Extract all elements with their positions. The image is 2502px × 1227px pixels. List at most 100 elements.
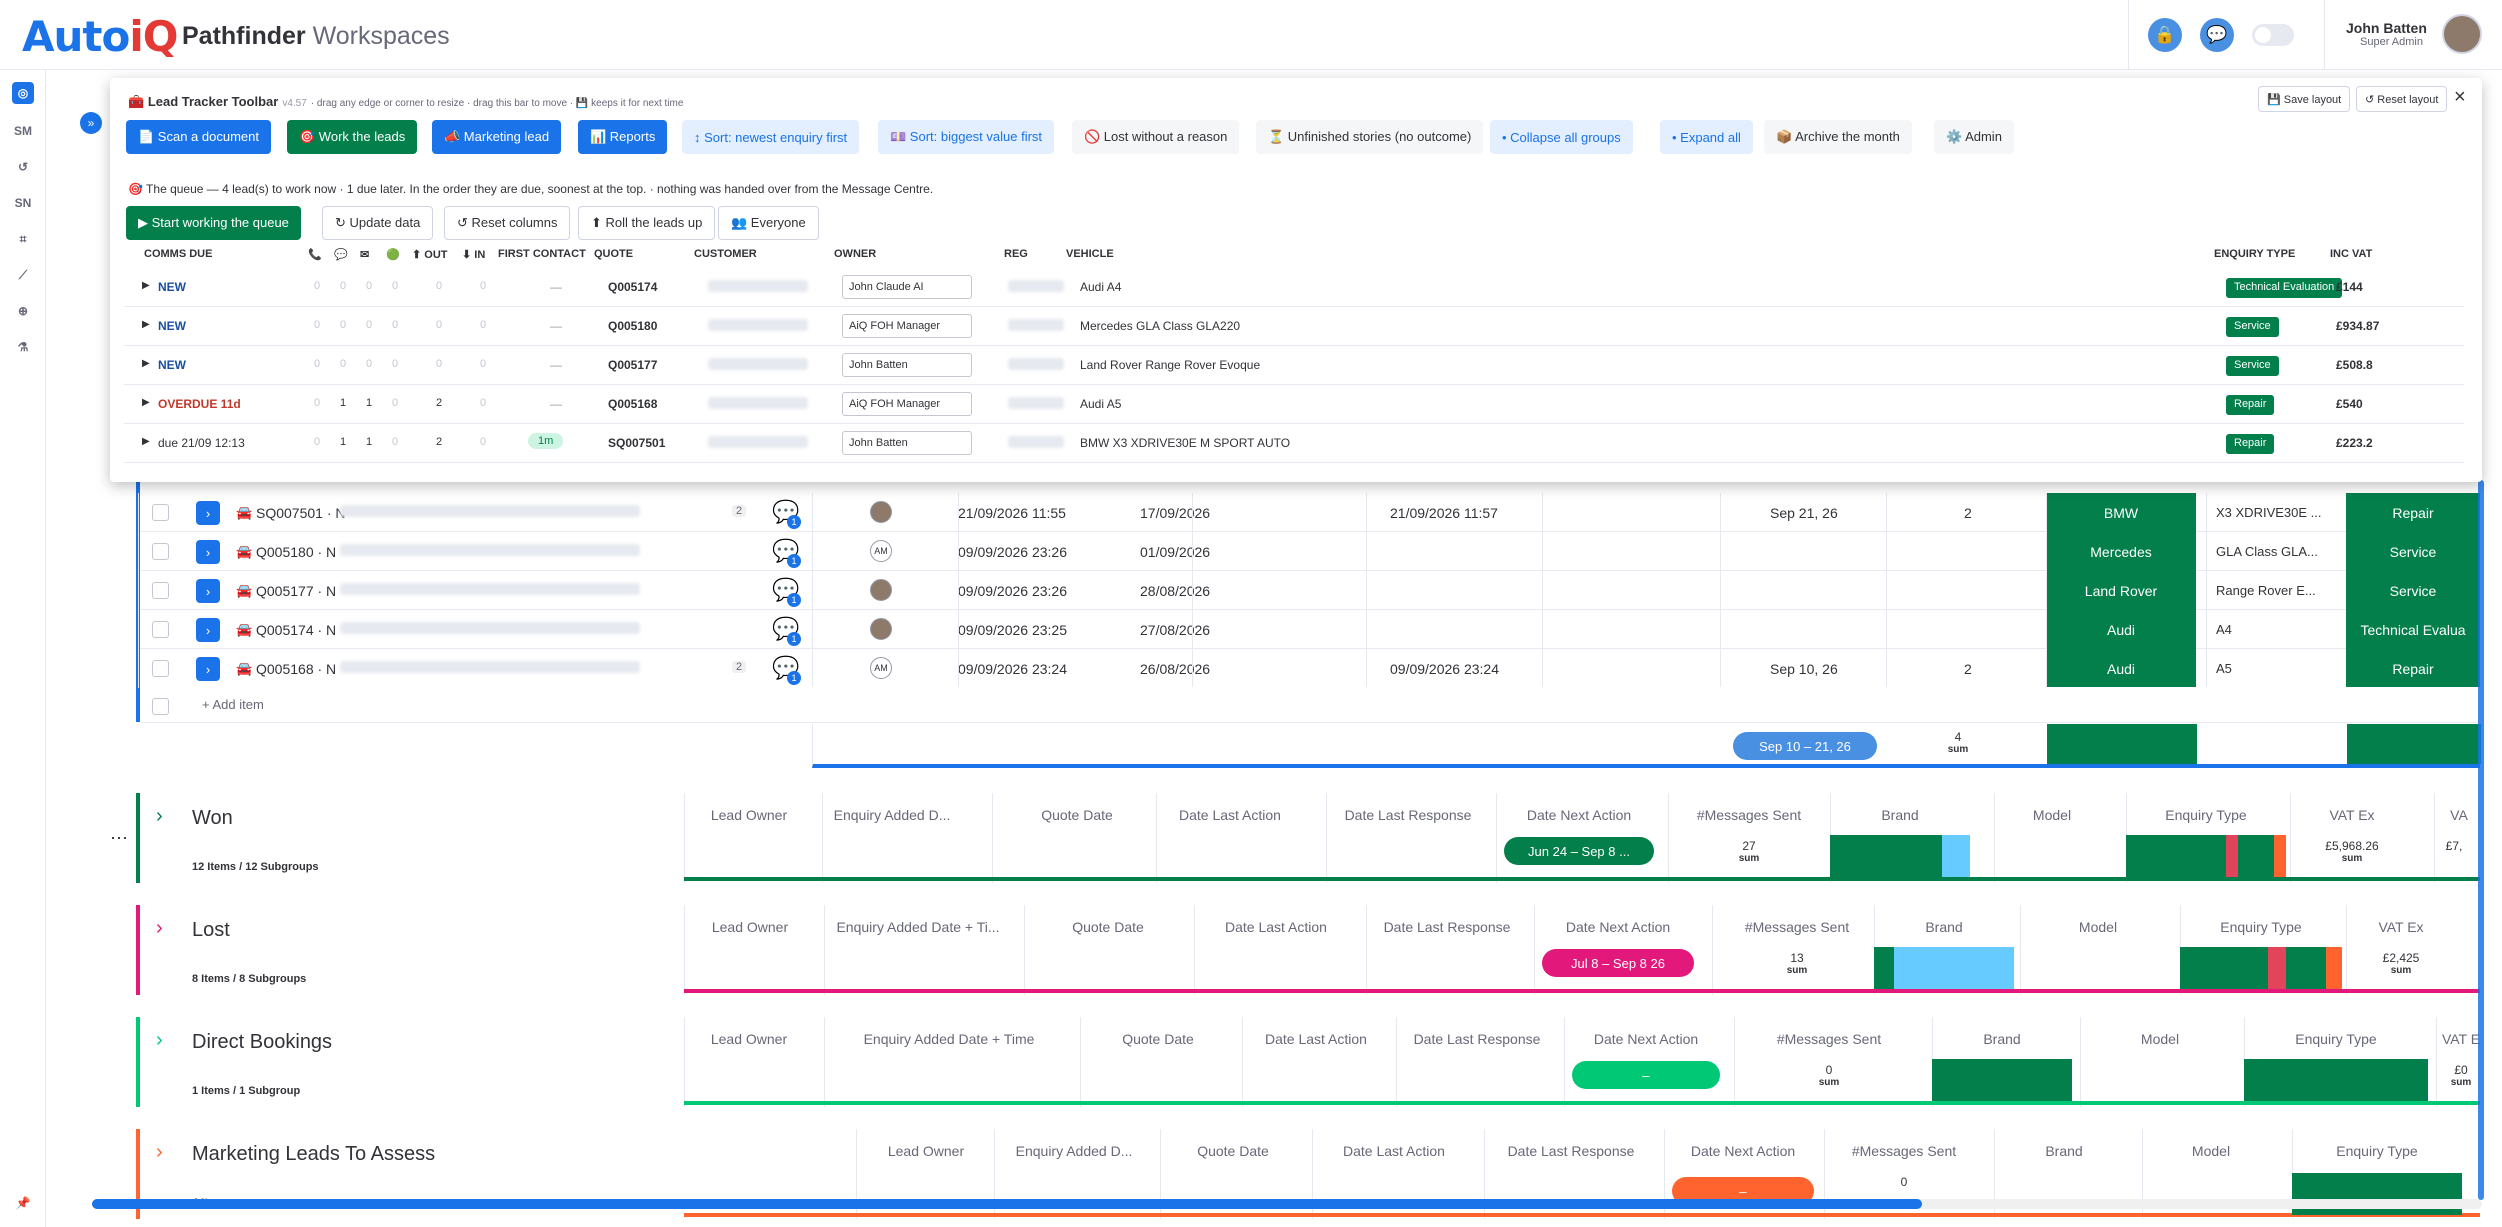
group-title[interactable]: Marketing Leads To Assess bbox=[192, 1143, 436, 1165]
column-header[interactable]: Date Last Response bbox=[1344, 807, 1472, 823]
table-row[interactable]: › 🚘 Q005177 · N 💬 1 09/09/2026 23:26 28/08/202… bbox=[140, 571, 2480, 610]
play-icon[interactable]: ▶ bbox=[142, 319, 150, 330]
group-won[interactable]: › Won 12 Items / 12 Subgroups Lead Owner Enq… bbox=[136, 793, 2480, 883]
toolbar-button-5[interactable]: 💷 Sort: biggest value first bbox=[878, 120, 1055, 154]
horizontal-scrollbar[interactable] bbox=[92, 1199, 2482, 1209]
queue-row[interactable]: ▶ NEW 0 0 0 0 0 0 — Q005174 John Claude AI Audi A4 T… bbox=[124, 268, 2464, 307]
toolbar-button-9[interactable]: • Expand all bbox=[1660, 120, 1753, 154]
owner-avatar[interactable]: AM bbox=[870, 540, 892, 562]
column-header[interactable]: Date Next Action bbox=[1565, 919, 1671, 935]
item-name[interactable]: Q005177 · N bbox=[256, 583, 337, 599]
autoiq-logo[interactable]: AutoiQ bbox=[22, 12, 178, 61]
column-header[interactable]: Enquiry Added Date + Ti... bbox=[836, 919, 1000, 935]
toolbar-button-3[interactable]: 📊 Reports bbox=[578, 120, 668, 154]
brand-distribution-bar[interactable] bbox=[1874, 947, 2014, 989]
more-options-icon[interactable]: ⋯ bbox=[110, 828, 128, 848]
column-header[interactable]: VAT Ex bbox=[2329, 807, 2375, 823]
history-icon[interactable]: ↺ bbox=[17, 160, 29, 174]
column-header[interactable]: VA bbox=[2450, 807, 2468, 823]
quote-id[interactable]: Q005180 bbox=[608, 319, 658, 333]
column-header[interactable]: Lead Owner bbox=[887, 1143, 965, 1159]
queue-action-0[interactable]: ▶ Start working the queue bbox=[126, 206, 301, 240]
globe-icon[interactable]: ⊕ bbox=[17, 304, 29, 318]
column-header[interactable]: VAT Ex bbox=[2378, 919, 2424, 935]
toolbar-title[interactable]: 🧰 Lead Tracker Toolbar v4.57 · drag any ed… bbox=[128, 94, 684, 109]
chevron-right-icon[interactable]: › bbox=[156, 805, 163, 827]
add-item-row[interactable]: + Add item bbox=[140, 687, 2480, 723]
owner-select[interactable]: AiQ FOH Manager bbox=[842, 392, 972, 416]
column-header[interactable]: Model bbox=[2191, 1143, 2231, 1159]
column-header[interactable]: Quote Date bbox=[1122, 1031, 1194, 1047]
column-header[interactable]: Brand bbox=[1881, 807, 1919, 823]
column-header[interactable]: Enquiry Type bbox=[2165, 807, 2247, 823]
chat-icon[interactable]: 💬 bbox=[2200, 18, 2234, 52]
column-header[interactable]: Date Next Action bbox=[1690, 1143, 1796, 1159]
column-header[interactable]: Model bbox=[2032, 807, 2072, 823]
toolbar-button-6[interactable]: 🚫 Lost without a reason bbox=[1072, 120, 1240, 154]
chevron-right-icon[interactable]: › bbox=[156, 917, 163, 939]
table-row[interactable]: › 🚘 Q005180 · N 💬 1 AM 09/09/2026 23:26 01/09/2… bbox=[140, 532, 2480, 571]
enquiry-type-distribution-bar[interactable] bbox=[2180, 947, 2342, 989]
column-header[interactable]: Model bbox=[2078, 919, 2118, 935]
chart-icon[interactable]: ⟋ bbox=[18, 267, 28, 282]
column-header[interactable]: Quote Date bbox=[1197, 1143, 1269, 1159]
save-layout-button[interactable]: 💾 Save layout bbox=[2258, 86, 2351, 112]
toolbar-button-0[interactable]: 📄 Scan a document bbox=[126, 120, 271, 154]
enquiry-type-distribution-bar[interactable] bbox=[2244, 1059, 2428, 1101]
column-header[interactable]: #Messages Sent bbox=[1851, 1143, 1957, 1159]
reset-layout-button[interactable]: ↺ Reset layout bbox=[2356, 86, 2448, 112]
column-header[interactable]: Date Last Action bbox=[1265, 1031, 1367, 1047]
expand-row-icon[interactable]: › bbox=[196, 657, 220, 681]
column-header[interactable]: Date Last Response bbox=[1413, 1031, 1541, 1047]
toolbar-button-7[interactable]: ⏳ Unfinished stories (no outcome) bbox=[1256, 120, 1484, 154]
brand-cell[interactable]: Audi bbox=[2046, 610, 2196, 649]
owner-select[interactable]: John Batten bbox=[842, 353, 972, 377]
item-name[interactable]: Q005168 · N bbox=[256, 661, 337, 677]
quote-id[interactable]: Q005168 bbox=[608, 397, 658, 411]
enquiry-type-cell[interactable]: Technical Evalua bbox=[2346, 610, 2480, 649]
scroll-thumb[interactable] bbox=[92, 1199, 1922, 1209]
row-checkbox[interactable] bbox=[152, 543, 169, 560]
column-header[interactable]: Date Last Action bbox=[1225, 919, 1327, 935]
brand-cell[interactable]: Land Rover bbox=[2046, 571, 2196, 610]
row-checkbox[interactable] bbox=[152, 698, 169, 715]
column-header[interactable]: Enquiry Added D... bbox=[833, 807, 951, 823]
toolbar-button-1[interactable]: 🎯 Work the leads bbox=[287, 120, 418, 154]
group-title[interactable]: Won bbox=[192, 807, 233, 829]
toolbar-button-11[interactable]: ⚙️ Admin bbox=[1934, 120, 2014, 154]
queue-row[interactable]: ▶ OVERDUE 11d 0 1 1 0 2 0 — Q005168 AiQ FOH Manage… bbox=[124, 385, 2464, 424]
column-header[interactable]: Lead Owner bbox=[710, 1031, 788, 1047]
toolbar-button-8[interactable]: • Collapse all groups bbox=[1490, 120, 1633, 154]
column-header[interactable]: #Messages Sent bbox=[1776, 1031, 1882, 1047]
item-name[interactable]: Q005180 · N bbox=[256, 544, 337, 560]
table-row[interactable]: › 🚘 Q005174 · N 💬 1 09/09/2026 23:25 27/08/202… bbox=[140, 610, 2480, 649]
enquiry-type-cell[interactable]: Service bbox=[2346, 571, 2480, 610]
brand-distribution-bar[interactable] bbox=[1830, 835, 1970, 877]
close-icon[interactable]: × bbox=[2454, 86, 2466, 108]
expand-row-icon[interactable]: › bbox=[196, 579, 220, 603]
column-header[interactable]: Lead Owner bbox=[711, 919, 789, 935]
table-row[interactable]: › 🚘 SQ007501 · N 2 💬 1 21/09/2026 11:55 17/09/2… bbox=[140, 493, 2480, 532]
column-header[interactable]: Date Last Action bbox=[1343, 1143, 1445, 1159]
column-header[interactable]: Date Last Response bbox=[1507, 1143, 1635, 1159]
item-name[interactable]: Q005174 · N bbox=[256, 622, 337, 638]
chevron-right-icon[interactable]: › bbox=[156, 1029, 163, 1051]
add-item-button[interactable]: + Add item bbox=[202, 697, 264, 712]
column-header[interactable]: #Messages Sent bbox=[1696, 807, 1802, 823]
toolbar-button-2[interactable]: 📣 Marketing lead bbox=[432, 120, 562, 154]
brand-cell[interactable]: BMW bbox=[2046, 493, 2196, 532]
queue-row[interactable]: ▶ NEW 0 0 0 0 0 0 — Q005180 AiQ FOH Manager Mercede… bbox=[124, 307, 2464, 346]
column-header[interactable]: Brand bbox=[2045, 1143, 2083, 1159]
brand-cell[interactable]: Audi bbox=[2046, 649, 2196, 688]
expand-row-icon[interactable]: › bbox=[196, 501, 220, 525]
pin-icon[interactable]: 📌 bbox=[15, 1196, 31, 1210]
theme-toggle[interactable] bbox=[2252, 24, 2294, 46]
expand-row-icon[interactable]: › bbox=[196, 618, 220, 642]
queue-action-1[interactable]: ↻ Update data bbox=[322, 206, 434, 240]
column-header[interactable]: Quote Date bbox=[1072, 919, 1144, 935]
enquiry-type-cell[interactable]: Repair bbox=[2346, 493, 2480, 532]
queue-row[interactable]: ▶ due 21/09 12:13 0 1 1 0 2 0 1m SQ007501 John Bat… bbox=[124, 424, 2464, 463]
column-header[interactable]: Enquiry Added D... bbox=[1015, 1143, 1133, 1159]
column-header[interactable]: Date Next Action bbox=[1593, 1031, 1699, 1047]
group-direct-bookings[interactable]: › Direct Bookings 1 Items / 1 Subgroup Lead… bbox=[136, 1017, 2480, 1107]
